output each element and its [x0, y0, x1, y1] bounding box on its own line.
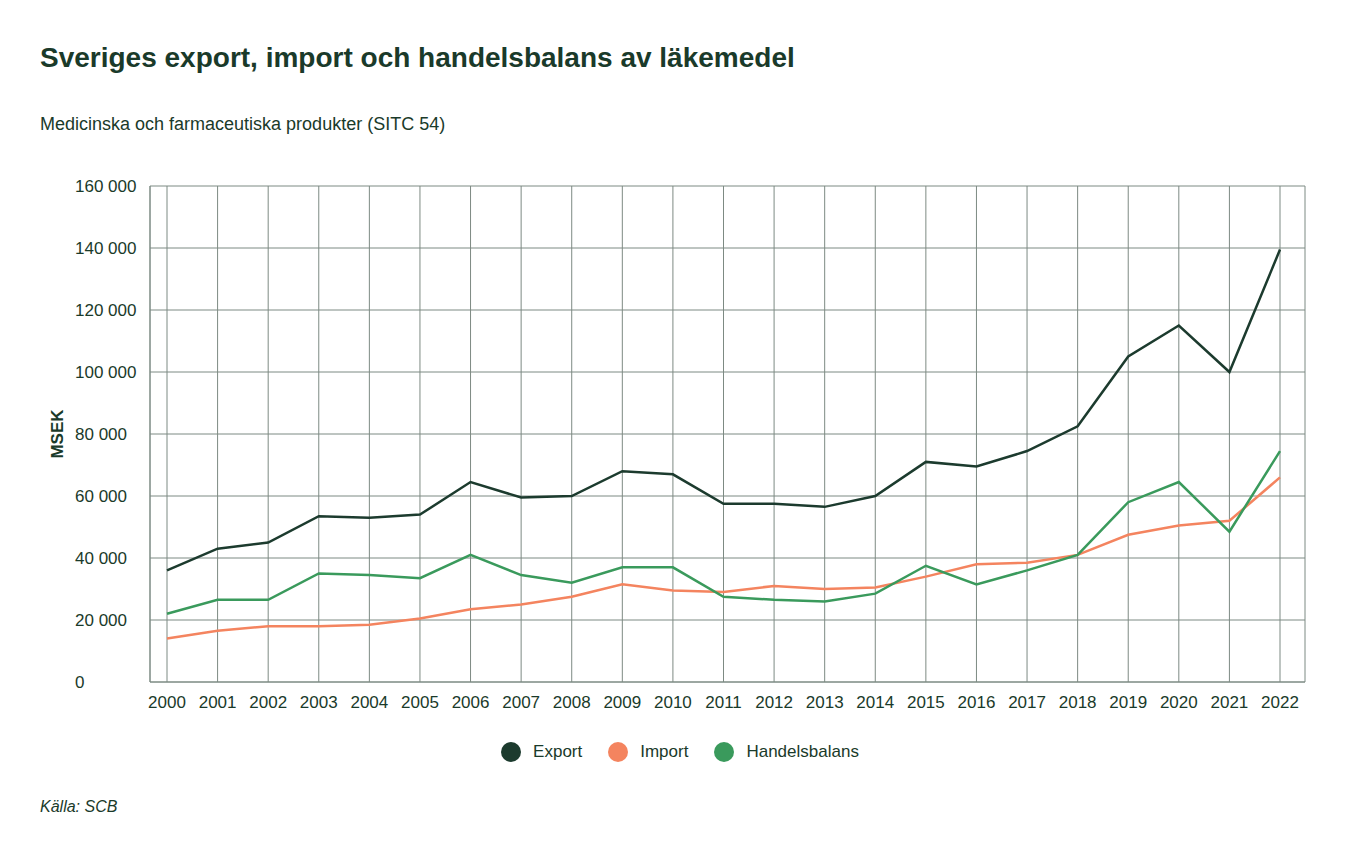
svg-text:2021: 2021	[1210, 693, 1248, 712]
svg-text:100 000: 100 000	[75, 363, 136, 382]
svg-text:2001: 2001	[199, 693, 237, 712]
svg-text:2000: 2000	[148, 693, 186, 712]
svg-text:2007: 2007	[502, 693, 540, 712]
svg-text:2012: 2012	[755, 693, 793, 712]
svg-text:160 000: 160 000	[75, 177, 136, 196]
svg-text:2010: 2010	[654, 693, 692, 712]
svg-text:2006: 2006	[452, 693, 490, 712]
html-text:MSEK: MSEK	[48, 409, 67, 459]
svg-text:140 000: 140 000	[75, 239, 136, 258]
html-text:Sveriges export, import och ha: Sveriges export, import och handelsbalan…	[40, 42, 795, 73]
svg-text:60 000: 60 000	[75, 487, 127, 506]
svg-text:20 000: 20 000	[75, 611, 127, 630]
svg-text:2022: 2022	[1261, 693, 1299, 712]
svg-text:2013: 2013	[806, 693, 844, 712]
svg-text:80 000: 80 000	[75, 425, 127, 444]
svg-text:2005: 2005	[401, 693, 439, 712]
svg-text:2016: 2016	[958, 693, 996, 712]
svg-text:2015: 2015	[907, 693, 945, 712]
svg-text:2008: 2008	[553, 693, 591, 712]
html-text:Handelsbalans: Handelsbalans	[746, 742, 859, 761]
html-text:Import: Import	[640, 742, 689, 761]
svg-text:2002: 2002	[249, 693, 287, 712]
svg-text:120 000: 120 000	[75, 301, 136, 320]
svg-text:2003: 2003	[300, 693, 338, 712]
svg-text:2014: 2014	[856, 693, 894, 712]
html-text:Medicinska och farmaceutiska p: Medicinska och farmaceutiska produkter (…	[40, 114, 446, 134]
svg-text:2017: 2017	[1008, 693, 1046, 712]
svg-text:2011: 2011	[705, 693, 742, 712]
svg-text:0: 0	[75, 673, 84, 692]
svg-text:40 000: 40 000	[75, 549, 127, 568]
html-text:Export: Export	[533, 742, 583, 761]
svg-text:2019: 2019	[1109, 693, 1147, 712]
svg-text:2018: 2018	[1059, 693, 1097, 712]
svg-text:2020: 2020	[1160, 693, 1198, 712]
svg-text:2004: 2004	[350, 693, 388, 712]
html-text:Källa: SCB: Källa: SCB	[40, 798, 118, 815]
svg-text:2009: 2009	[603, 693, 641, 712]
